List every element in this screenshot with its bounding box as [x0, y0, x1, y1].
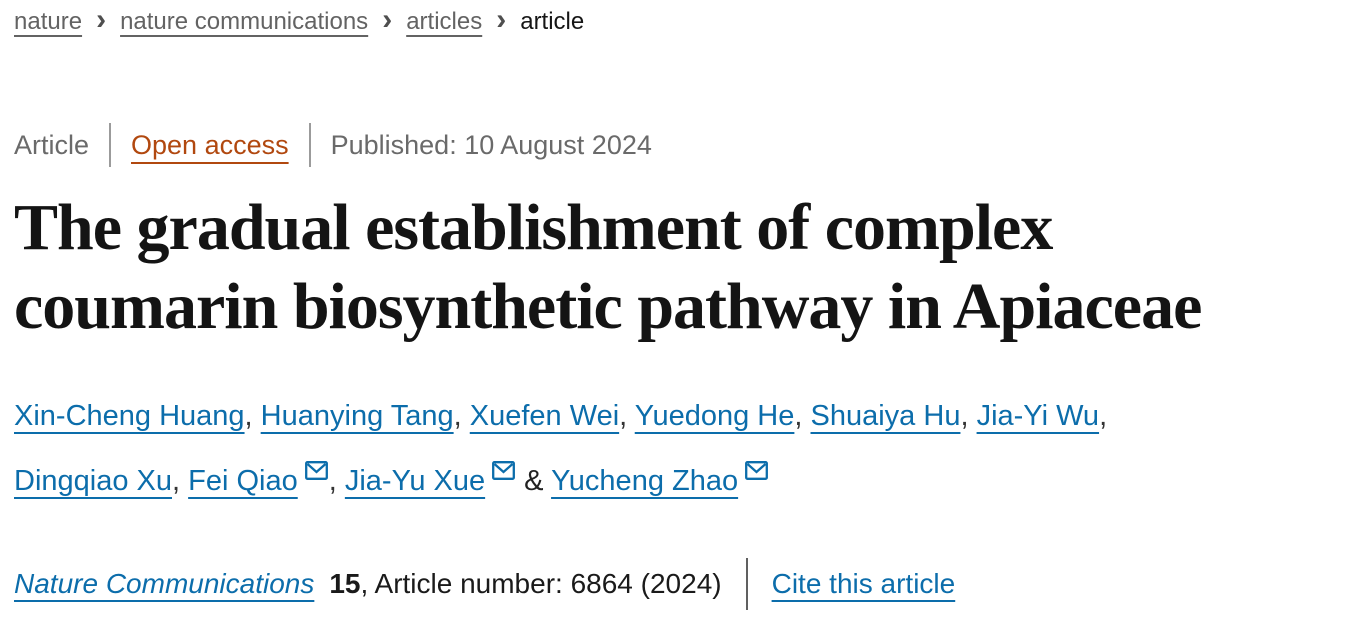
article-title-line2: coumarin biosynthetic pathway in Apiacea… — [14, 270, 1202, 344]
breadcrumb-item-nature[interactable]: nature — [14, 8, 83, 35]
email-icon[interactable] — [304, 451, 328, 492]
author-list-line1: Xin-Cheng Huang, Huanying Tang, Xuefen W… — [14, 396, 1354, 437]
author-separator: & — [516, 464, 552, 497]
journal-link[interactable]: Nature Communications — [14, 567, 315, 599]
volume-number: 15 — [329, 567, 361, 599]
article-meta-row: Article Open access Published: 10 August… — [14, 123, 1354, 167]
divider — [109, 123, 112, 167]
email-icon[interactable] — [745, 451, 769, 492]
author-link[interactable]: Jia-Yi Wu — [976, 400, 1100, 433]
breadcrumb-item-articles[interactable]: articles — [406, 8, 483, 35]
author-separator: , — [1099, 400, 1108, 433]
article-title: The gradual establishment of complex cou… — [14, 188, 1354, 346]
author-link[interactable]: Huanying Tang — [260, 400, 454, 433]
author-link[interactable]: Xin-Cheng Huang — [14, 400, 245, 433]
author-separator: , — [453, 400, 470, 433]
author-separator: , — [794, 400, 811, 433]
chevron-right-icon: › — [96, 3, 107, 36]
divider — [745, 557, 748, 610]
breadcrumb-item-article-current: article — [520, 8, 585, 35]
author-separator: , — [172, 464, 189, 497]
citation-details: , Article number: 6864 (2024) — [360, 567, 722, 599]
author-link[interactable]: Fei Qiao — [188, 464, 298, 497]
open-access-link[interactable]: Open access — [131, 129, 289, 160]
cite-this-article-link[interactable]: Cite this article — [771, 567, 956, 599]
author-link[interactable]: Xuefen Wei — [469, 400, 620, 433]
article-title-line1: The gradual establishment of complex — [14, 191, 1053, 264]
published-date-label: Published: 10 August 2024 — [330, 129, 652, 160]
breadcrumb-item-nature-communications[interactable]: nature communications — [120, 8, 369, 35]
author-link[interactable]: Dingqiao Xu — [14, 464, 172, 497]
divider — [308, 123, 311, 167]
chevron-right-icon: › — [382, 3, 393, 36]
author-separator: , — [244, 400, 261, 433]
author-link[interactable]: Yuedong He — [634, 400, 795, 433]
author-link[interactable]: Yucheng Zhao — [551, 464, 739, 497]
author-link[interactable]: Jia-Yu Xue — [344, 464, 486, 497]
author-list: Xin-Cheng Huang, Huanying Tang, Xuefen W… — [14, 396, 1354, 501]
breadcrumb: nature › nature communications › article… — [14, 3, 1354, 37]
chevron-right-icon: › — [496, 3, 507, 36]
author-link[interactable]: Shuaiya Hu — [810, 400, 961, 433]
author-separator: , — [619, 400, 635, 433]
email-icon[interactable] — [492, 451, 516, 492]
author-list-line2: Dingqiao Xu, Fei Qiao, Jia-Yu Xue & Yuch… — [14, 461, 1354, 502]
author-separator: , — [328, 464, 345, 497]
author-separator: , — [960, 400, 977, 433]
citation-row: Nature Communications 15, Article number… — [14, 557, 1354, 610]
article-type-label: Article — [14, 129, 90, 160]
